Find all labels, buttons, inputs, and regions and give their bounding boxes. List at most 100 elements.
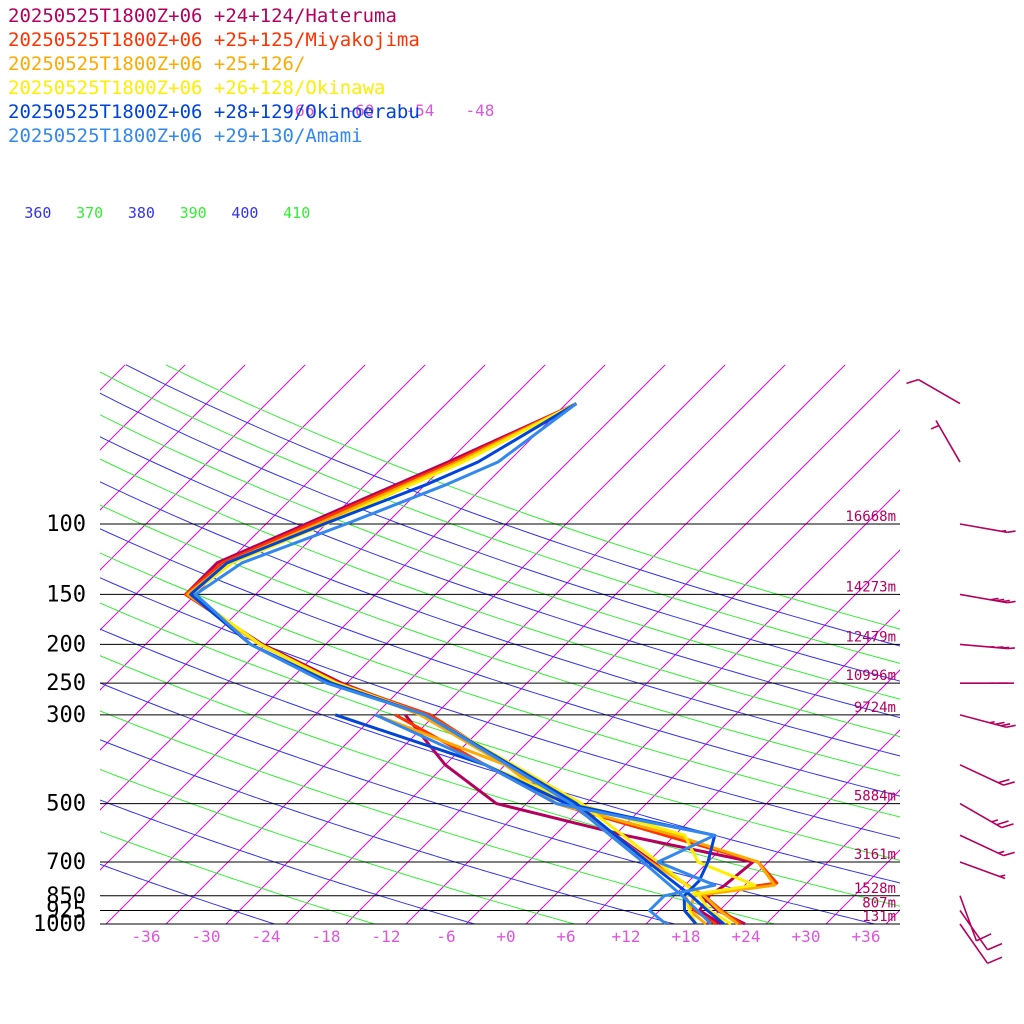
isotherm-line bbox=[100, 364, 426, 691]
wind-barb bbox=[959, 895, 992, 942]
wind-barb bbox=[906, 378, 961, 405]
temperature-profile bbox=[184, 402, 742, 926]
legend-entry: 20250525T1800Z+06 +28+129/Okinoerabu bbox=[8, 101, 420, 123]
theta-label: 370 bbox=[76, 204, 103, 222]
height-label: 131m bbox=[862, 909, 896, 925]
dry-adiabat-line bbox=[100, 655, 900, 907]
temperature-tick-label: -36 bbox=[132, 927, 161, 946]
height-label: 10996m bbox=[845, 668, 896, 684]
dry-adiabat-line bbox=[100, 392, 900, 682]
temperature-tick-label: -24 bbox=[252, 927, 281, 946]
legend: 20250525T1800Z+06 +24+124/Hateruma 20250… bbox=[8, 4, 420, 148]
pressure-label: 300 bbox=[46, 703, 86, 728]
pressure-label: 100 bbox=[46, 512, 86, 537]
dry-adiabat-line bbox=[100, 481, 900, 757]
isotherm-line bbox=[345, 369, 900, 924]
isotherm-line bbox=[100, 364, 486, 751]
temperature-tick-label: +36 bbox=[852, 927, 881, 946]
isotherm-label: -48 bbox=[466, 101, 495, 120]
height-label: 14273m bbox=[845, 579, 896, 595]
dry-adiabat-line bbox=[100, 682, 877, 924]
temperature-tick-label: +18 bbox=[672, 927, 701, 946]
wind-barb bbox=[959, 834, 1015, 857]
temperature-tick-label: -30 bbox=[192, 927, 221, 946]
dry-adiabat-line bbox=[100, 768, 577, 924]
isotherm-line bbox=[100, 364, 606, 871]
isotherm-line bbox=[225, 364, 786, 924]
legend-entry: 20250525T1800Z+06 +24+124/Hateruma bbox=[8, 5, 397, 27]
dry-adiabat-line bbox=[100, 739, 677, 924]
temperature-tick-label: +12 bbox=[612, 927, 641, 946]
isotherm-line bbox=[825, 849, 900, 924]
background-lines bbox=[0, 364, 900, 933]
wind-barbs bbox=[906, 378, 1016, 965]
temperature-tick-label: -12 bbox=[372, 927, 401, 946]
theta-label: 360 bbox=[24, 204, 51, 222]
dry-adiabat-line bbox=[100, 504, 900, 777]
isotherm-line bbox=[105, 364, 666, 924]
legend-entry: 20250525T1800Z+06 +25+126/ bbox=[8, 53, 306, 75]
temperature-profile bbox=[184, 402, 746, 926]
wind-barb bbox=[959, 802, 1014, 829]
pressure-label: 850 bbox=[46, 884, 86, 909]
temperature-profile bbox=[189, 402, 725, 926]
temperature-profile bbox=[194, 402, 713, 926]
isotherm-label: -60 bbox=[346, 101, 375, 120]
wind-barb bbox=[959, 643, 1016, 650]
wind-barb bbox=[959, 909, 1003, 951]
isotherm-line bbox=[465, 489, 900, 924]
dry-adiabat-line bbox=[100, 628, 900, 884]
wind-barb bbox=[959, 764, 1015, 786]
dry-adiabat-line bbox=[100, 371, 900, 664]
temperature-tick-label: +6 bbox=[556, 927, 575, 946]
isotherm-line bbox=[100, 364, 546, 811]
dry-adiabat-line bbox=[100, 602, 900, 861]
dewpoint-profile bbox=[374, 713, 717, 926]
wind-barb bbox=[959, 593, 1016, 604]
dry-adiabat-line bbox=[100, 552, 900, 818]
isotherm-line bbox=[645, 669, 900, 924]
height-label: 5884m bbox=[854, 789, 896, 805]
dry-adiabat-line bbox=[100, 863, 277, 924]
dry-adiabat-line bbox=[100, 414, 900, 700]
dry-adiabat-line bbox=[100, 528, 900, 797]
wind-barb bbox=[959, 523, 1016, 534]
dry-adiabat-line bbox=[100, 458, 900, 738]
isotherm-line bbox=[0, 365, 5, 933]
temperature-tick-label: -6 bbox=[436, 927, 455, 946]
isotherm-label: -66 bbox=[286, 101, 315, 120]
isotherm-line bbox=[585, 609, 900, 924]
pressure-label: 500 bbox=[46, 792, 86, 817]
dry-adiabat-line bbox=[100, 831, 377, 924]
isotherm-line bbox=[100, 364, 186, 451]
dry-adiabat-line bbox=[100, 577, 900, 839]
height-label: 3161m bbox=[854, 847, 896, 863]
sounding-profiles bbox=[184, 402, 779, 926]
legend-entry: 20250525T1800Z+06 +26+128/Okinawa bbox=[8, 77, 386, 99]
pressure-label: 925 bbox=[46, 898, 86, 923]
dewpoint-profile bbox=[334, 713, 717, 925]
temperature-tick-label: +30 bbox=[792, 927, 821, 946]
pressure-label: 250 bbox=[46, 671, 86, 696]
legend-entry: 20250525T1800Z+06 +25+125/Miyakojima bbox=[8, 29, 420, 51]
temperature-profile bbox=[186, 402, 739, 926]
isotherm-line bbox=[165, 364, 726, 924]
dry-adiabat-line bbox=[100, 799, 477, 924]
height-label: 12479m bbox=[845, 629, 896, 645]
height-label: 16668m bbox=[845, 509, 896, 525]
pressure-label: 700 bbox=[46, 850, 86, 875]
pressure-label: 1000 bbox=[33, 912, 86, 937]
isotherm-line bbox=[285, 364, 846, 924]
legend-entry: 20250525T1800Z+06 +29+130/Amami bbox=[8, 125, 363, 147]
wind-barb bbox=[930, 420, 961, 463]
pressure-label: 150 bbox=[46, 582, 86, 607]
theta-label: 410 bbox=[283, 204, 310, 222]
wind-barb bbox=[959, 923, 1003, 965]
wind-barb bbox=[959, 861, 1006, 880]
temperature-tick-label: -18 bbox=[312, 927, 341, 946]
isotherm-line bbox=[705, 729, 900, 924]
pressure-label: 200 bbox=[46, 632, 86, 657]
dewpoint-profile bbox=[334, 713, 757, 925]
